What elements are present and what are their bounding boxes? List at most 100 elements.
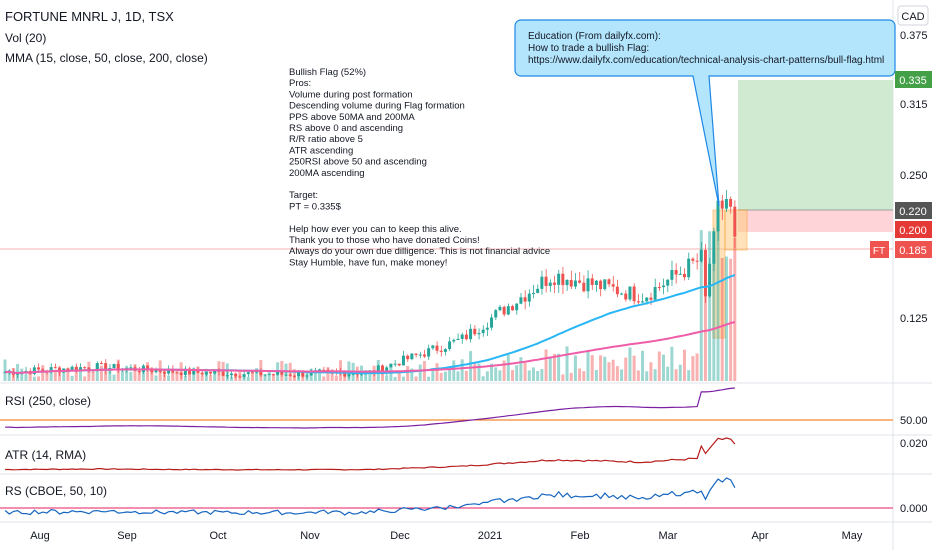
rs-label[interactable]: RS (CBOE, 50, 10) xyxy=(5,484,107,498)
volume-bar xyxy=(410,368,414,381)
volume-bar xyxy=(691,356,695,381)
volume-bar xyxy=(406,366,410,381)
candle-body xyxy=(393,363,397,365)
candle-body xyxy=(418,354,422,356)
volume-bar xyxy=(561,374,565,381)
candle-body xyxy=(250,372,254,374)
candle-body xyxy=(246,372,250,375)
rsi-label[interactable]: RSI (250, close) xyxy=(5,394,91,408)
note-line: PPS above 50MA and 200MA xyxy=(289,112,415,123)
candle-body xyxy=(389,363,393,368)
price-tick: 0.125 xyxy=(900,313,928,325)
volume-bar xyxy=(368,372,372,381)
volume-bar xyxy=(594,369,598,381)
candle-body xyxy=(234,373,238,377)
volume-bar xyxy=(733,238,737,381)
volume-bar xyxy=(418,364,422,381)
candle-body xyxy=(288,374,292,376)
volume-bar xyxy=(246,376,250,381)
volume-bar xyxy=(250,371,254,381)
time-tick: Apr xyxy=(751,530,768,542)
candle-body xyxy=(569,279,573,287)
candle-body xyxy=(691,258,695,261)
candle-body xyxy=(204,371,208,375)
candle-body xyxy=(469,328,473,340)
note-line: ATR ascending xyxy=(289,145,353,156)
candle-body xyxy=(301,372,305,377)
volume-bar xyxy=(37,376,41,381)
candle-body xyxy=(708,263,712,297)
volume-bar xyxy=(393,376,397,381)
volume-bar xyxy=(7,369,11,381)
volume-bar xyxy=(91,371,95,381)
candle-body xyxy=(695,260,699,262)
volume-bar xyxy=(716,225,720,381)
volume-indicator-label[interactable]: Vol (20) xyxy=(5,31,46,45)
volume-bar xyxy=(599,355,603,381)
candle-body xyxy=(410,353,414,360)
volume-bar xyxy=(196,366,200,381)
volume-bar xyxy=(645,371,649,381)
volume-bar xyxy=(229,376,233,381)
volume-bar xyxy=(502,360,506,381)
candle-body xyxy=(511,306,515,311)
atr-label[interactable]: ATR (14, RMA) xyxy=(5,448,86,462)
candle-body xyxy=(628,286,632,300)
candle-body xyxy=(515,303,519,311)
candle-body xyxy=(687,258,691,278)
candle-body xyxy=(112,364,116,369)
volume-bar xyxy=(708,231,712,381)
candle-body xyxy=(456,338,460,341)
volume-bar xyxy=(167,375,171,381)
price-tick: 0.250 xyxy=(900,170,928,182)
candle-body xyxy=(641,301,645,303)
volume-bar xyxy=(62,368,66,381)
volume-bar xyxy=(104,370,108,381)
volume-bar xyxy=(506,354,510,381)
volume-bar xyxy=(695,353,699,381)
candle-body xyxy=(662,285,665,288)
volume-bar xyxy=(49,369,53,381)
volume-bar xyxy=(712,250,716,381)
candle-body xyxy=(498,306,502,311)
volume-bar xyxy=(45,371,49,381)
mma-indicator-label[interactable]: MMA (15, close, 50, close, 200, close) xyxy=(5,51,208,65)
volume-bar xyxy=(334,375,338,381)
atr-tick: 0.020 xyxy=(900,438,928,450)
candle-body xyxy=(544,276,548,287)
candle-body xyxy=(523,297,527,302)
candle-body xyxy=(645,297,649,302)
candle-body xyxy=(548,282,552,287)
candle-body xyxy=(678,273,682,275)
volume-bar xyxy=(99,365,103,381)
candle-body xyxy=(70,366,74,371)
volume-bar xyxy=(578,368,582,381)
candle-body xyxy=(37,367,41,370)
candle-body xyxy=(99,363,103,365)
volume-bar xyxy=(267,371,271,381)
volume-bar xyxy=(66,367,70,381)
volume-bar xyxy=(435,363,439,381)
candle-body xyxy=(401,355,405,366)
note-line: Bullish Flag (52%) xyxy=(289,67,366,78)
callout-line-3: https://www.dailyfx.com/education/techni… xyxy=(528,55,884,66)
volume-bar xyxy=(83,376,87,381)
candle-body xyxy=(561,273,565,286)
time-axis[interactable]: Aug Sep Oct Nov Dec 2021 Feb Mar Apr May xyxy=(30,530,863,542)
moving-averages xyxy=(5,274,736,375)
time-tick: 2021 xyxy=(478,530,502,542)
currency-button[interactable] xyxy=(897,5,929,26)
volume-bar xyxy=(171,372,175,381)
candle-body xyxy=(221,371,225,376)
candle-body xyxy=(485,327,489,330)
target-price-text: 0.335 xyxy=(899,75,927,87)
candle-body xyxy=(670,270,674,280)
volume-bar xyxy=(3,359,7,381)
candle-body xyxy=(712,231,716,264)
volume-bar xyxy=(498,370,502,381)
callout-line-2: How to trade a bullish Flag: xyxy=(528,43,649,54)
candle-body xyxy=(531,292,535,294)
candle-body xyxy=(3,372,7,374)
time-tick: Sep xyxy=(117,530,137,542)
